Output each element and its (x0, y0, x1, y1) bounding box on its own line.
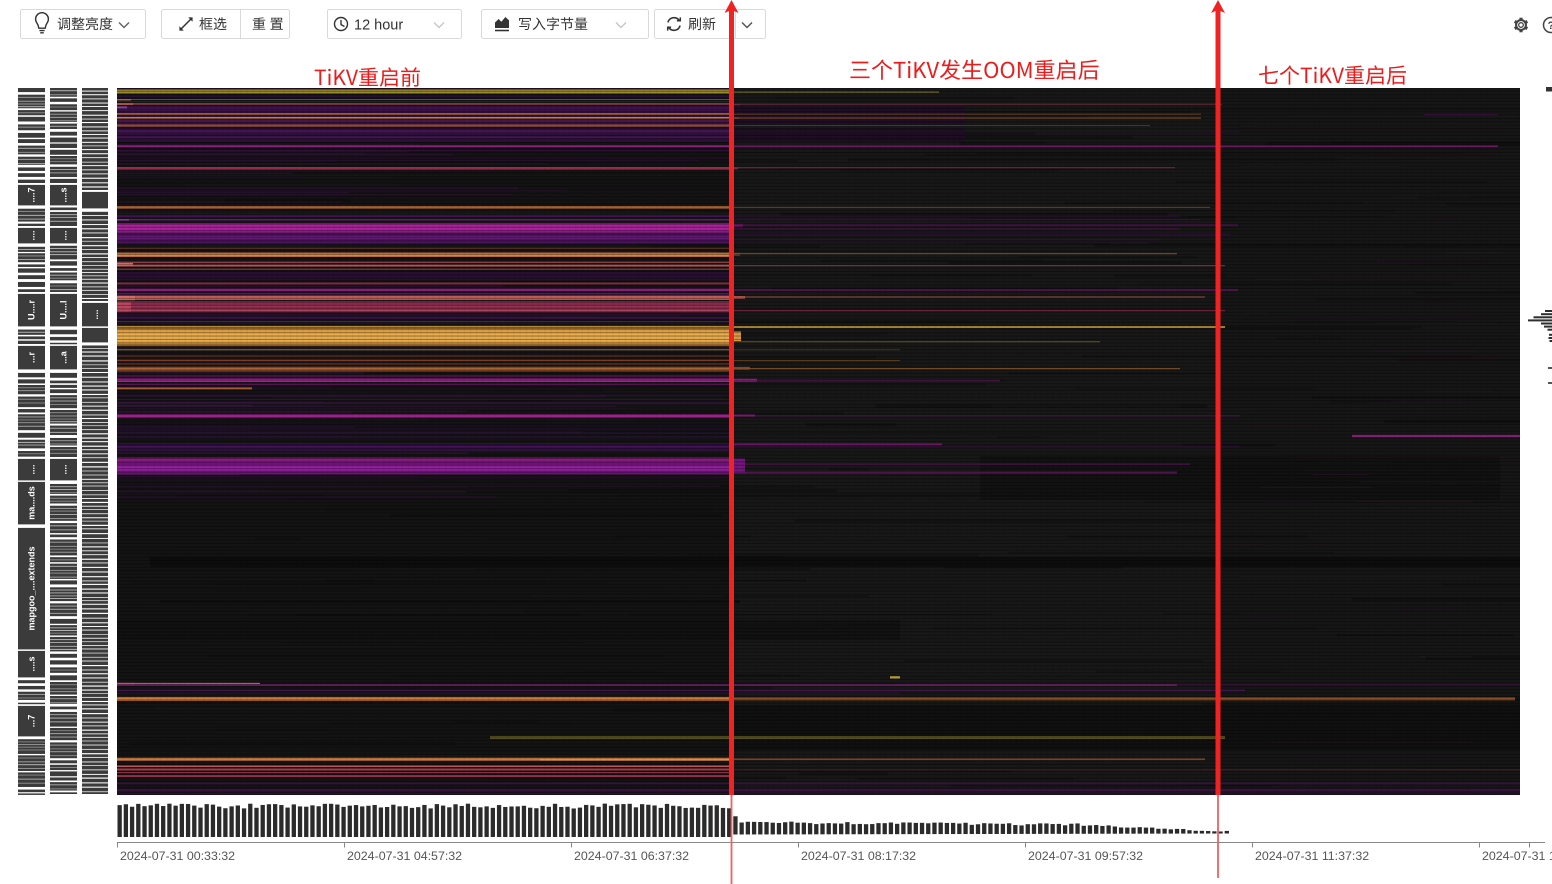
svg-text:....: .... (90, 309, 100, 319)
svg-text:2024-07-31 11:37:32: 2024-07-31 11:37:32 (1255, 849, 1369, 863)
svg-text:...a: ...a (59, 350, 69, 364)
svg-text:12 hour: 12 hour (354, 18, 403, 34)
svg-text:2024-07-31 06:37:32: 2024-07-31 06:37:32 (574, 849, 689, 863)
svg-text:ma....ds: ma....ds (27, 486, 37, 520)
svg-text:....: .... (59, 464, 69, 474)
svg-text:....s: ....s (27, 656, 37, 671)
svg-text:U....l: U....l (59, 300, 69, 319)
svg-text:....s: ....s (59, 187, 69, 202)
svg-text:?: ? (1548, 20, 1552, 32)
svg-text:....: .... (27, 464, 37, 474)
svg-text:2024-07-31 09:57:32: 2024-07-31 09:57:32 (1028, 849, 1143, 863)
svg-text:2024-07-31 1: 2024-07-31 1 (1482, 849, 1552, 863)
svg-text:mapgoo_....extends: mapgoo_....extends (27, 546, 37, 630)
svg-text:....: .... (59, 230, 69, 240)
svg-text:U....r: U....r (27, 300, 37, 321)
svg-text:....: .... (27, 230, 37, 240)
svg-text:....7: ....7 (27, 187, 37, 202)
svg-text:...r: ...r (27, 352, 37, 364)
svg-text:2024-07-31 04:57:32: 2024-07-31 04:57:32 (347, 849, 462, 863)
svg-text:2024-07-31 08:17:32: 2024-07-31 08:17:32 (801, 849, 916, 863)
svg-text:...7: ...7 (27, 715, 37, 728)
svg-text:2024-07-31 00:33:32: 2024-07-31 00:33:32 (120, 849, 235, 863)
